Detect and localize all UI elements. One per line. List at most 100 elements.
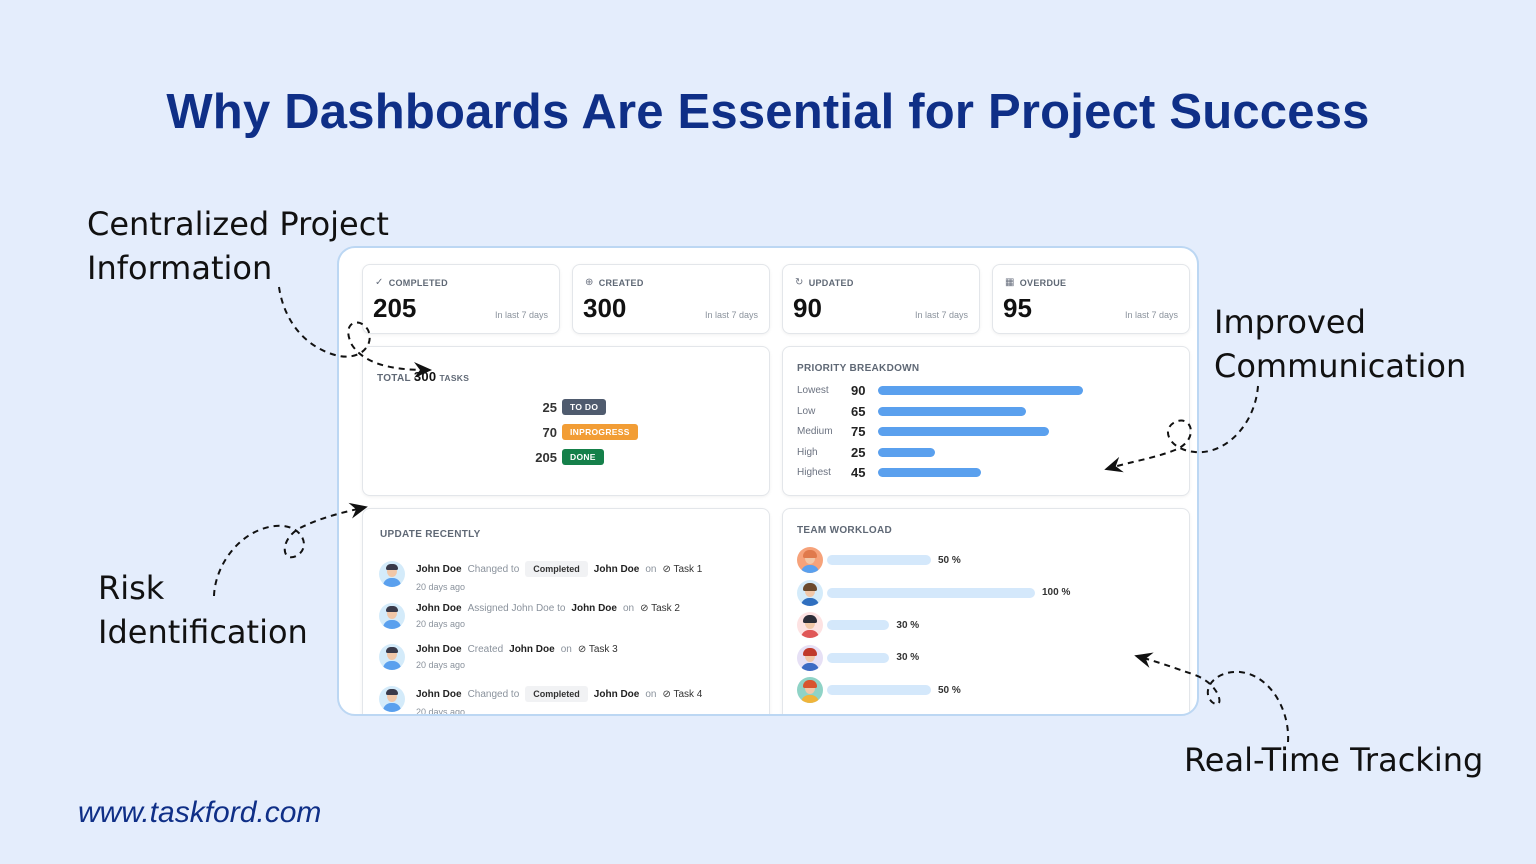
update-on: on: [645, 563, 657, 575]
workload-percent: 50 %: [938, 554, 961, 566]
update-target-user[interactable]: John Doe: [509, 644, 555, 655]
update-date: 20 days ago: [416, 707, 466, 716]
update-user[interactable]: John Doe: [416, 603, 462, 614]
callout-tracking: Real-Time Tracking: [1184, 741, 1484, 779]
workload-percent: 100 %: [1042, 587, 1071, 598]
user-avatar: [379, 644, 405, 670]
priority-row-medium[interactable]: Medium 75: [797, 424, 1049, 439]
workload-row[interactable]: 30 %: [797, 644, 920, 671]
update-on: on: [645, 688, 657, 700]
workload-row[interactable]: 100 %: [797, 579, 1071, 606]
callout-centralized-line1: Centralized Project: [87, 205, 389, 243]
update-recently-title: UPDATE RECENTLY: [380, 529, 481, 540]
workload-bar: [827, 587, 1035, 598]
stat-card-overdue[interactable]: ▦ OVERDUE 95 In last 7 days: [992, 264, 1190, 334]
update-user[interactable]: John Doe: [416, 563, 462, 575]
status-badge-done: DONE: [562, 449, 604, 465]
member-avatar: [797, 644, 823, 671]
update-recently-card: UPDATE RECENTLY John Doe Changed to Comple…: [362, 508, 770, 716]
update-action: Changed to: [467, 688, 520, 700]
status-row-inprogress[interactable]: 70 INPROGRESS: [531, 424, 638, 440]
update-user[interactable]: John Doe: [416, 688, 462, 700]
priority-label: Medium: [797, 426, 833, 437]
priority-count: 90: [851, 383, 866, 398]
priority-row-highest[interactable]: Highest 45: [797, 465, 981, 480]
update-target-user[interactable]: John Doe: [571, 603, 617, 614]
priority-breakdown-card: PRIORITY BREAKDOWN Lowest 90 Low 65 Medium 75…: [782, 346, 1190, 496]
user-avatar: [379, 686, 405, 712]
workload-percent: 30 %: [896, 652, 920, 663]
update-item[interactable]: John Doe Assigned John Doe to John Doe on ⊘ …: [379, 603, 680, 629]
task-link[interactable]: ⊘ Task 3: [577, 644, 618, 655]
check-circle-icon: ⊘: [577, 644, 589, 655]
priority-count: 45: [851, 465, 866, 480]
status-badge-todo: TO DO: [562, 399, 607, 415]
priority-bar: [878, 406, 1027, 416]
task-link[interactable]: ⊘ Task 1: [662, 563, 703, 575]
task-link[interactable]: ⊘ Task 2: [640, 603, 680, 614]
stat-subtitle: In last 7 days: [704, 310, 758, 320]
stat-value: 90: [793, 293, 822, 323]
status-row-done[interactable]: 205 DONE: [531, 449, 604, 465]
check-circle-icon: ⊘: [662, 563, 674, 575]
member-avatar: [797, 612, 823, 638]
team-workload-card: TEAM WORKLOAD 50 % 100 % 30 % 30 % 50 %: [782, 508, 1190, 714]
update-on: on: [622, 603, 635, 614]
total-tasks-card: TOTAL 300 TASKS 25 TO DO 70 INPROGRESS 2…: [362, 346, 770, 496]
update-item[interactable]: John Doe Created John Doe on ⊘ Task 3 20 days…: [379, 644, 618, 670]
update-target-user[interactable]: John Doe: [593, 688, 640, 700]
member-avatar: [797, 579, 823, 606]
callout-risk-line1: Risk: [98, 569, 165, 607]
workload-row[interactable]: 30 %: [797, 612, 919, 638]
priority-row-high[interactable]: High 25: [797, 445, 935, 460]
status-tag: Completed: [525, 561, 588, 577]
check-circle-icon: ⊘: [640, 603, 652, 614]
stat-label: COMPLETED: [388, 277, 448, 288]
update-item[interactable]: John Doe Changed to Completed John Doe on ⊘ T…: [379, 686, 703, 716]
stat-value: 205: [373, 293, 417, 323]
callout-risk: Risk Identification: [98, 566, 308, 654]
workload-row[interactable]: 50 %: [797, 547, 961, 573]
callout-communication: Improved Communication: [1214, 300, 1466, 388]
update-target-user[interactable]: John Doe: [593, 563, 640, 575]
update-action: Assigned John Doe to: [467, 603, 566, 614]
priority-label: Lowest: [797, 385, 829, 396]
priority-label: High: [797, 446, 818, 458]
update-on: on: [560, 644, 572, 655]
total-tasks-value: 300: [413, 369, 437, 384]
callout-communication-line2: Communication: [1214, 347, 1467, 385]
user-avatar: [379, 603, 405, 629]
stat-value: 300: [583, 293, 627, 323]
workload-row[interactable]: 50 %: [797, 677, 961, 703]
priority-row-low[interactable]: Low 65: [797, 404, 1027, 419]
update-user[interactable]: John Doe: [416, 644, 462, 655]
workload-percent: 50 %: [938, 684, 961, 696]
update-date: 20 days ago: [416, 619, 466, 629]
stat-label: OVERDUE: [1019, 277, 1067, 288]
stat-card-created[interactable]: ⊕ CREATED 300 In last 7 days: [572, 264, 770, 334]
workload-bar: [827, 620, 890, 630]
priority-bar: [878, 427, 1049, 436]
stat-card-completed[interactable]: ✓ COMPLETED 205 In last 7 days: [362, 264, 560, 334]
callout-centralized-line2: Information: [87, 249, 273, 287]
website-link[interactable]: www.taskford.com: [78, 796, 322, 829]
status-count: 25: [542, 399, 557, 415]
plus-circle-icon: ⊕: [585, 277, 594, 288]
update-action: Created: [467, 644, 504, 655]
member-avatar: [797, 677, 823, 703]
task-link[interactable]: ⊘ Task 4: [662, 688, 703, 700]
page-title: Why Dashboards Are Essential for Project…: [166, 85, 1370, 139]
update-item[interactable]: John Doe Changed to Completed John Doe on ⊘ T…: [379, 561, 702, 592]
priority-bar: [878, 386, 1083, 395]
stat-subtitle: In last 7 days: [494, 310, 548, 320]
priority-row-lowest[interactable]: Lowest 90: [797, 383, 1083, 398]
priority-bar: [878, 447, 935, 457]
stat-label: CREATED: [598, 277, 644, 288]
status-row-todo[interactable]: 25 TO DO: [531, 399, 607, 415]
priority-breakdown-title: PRIORITY BREAKDOWN: [797, 363, 920, 374]
workload-bar: [827, 555, 931, 565]
status-tag: Completed: [525, 686, 588, 702]
update-date: 20 days ago: [416, 582, 466, 592]
priority-count: 25: [851, 444, 866, 460]
stat-card-updated[interactable]: ↻ UPDATED 90 In last 7 days: [782, 264, 980, 334]
